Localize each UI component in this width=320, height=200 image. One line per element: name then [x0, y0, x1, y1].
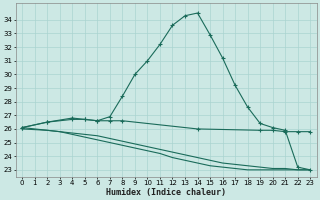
X-axis label: Humidex (Indice chaleur): Humidex (Indice chaleur) — [106, 188, 226, 197]
